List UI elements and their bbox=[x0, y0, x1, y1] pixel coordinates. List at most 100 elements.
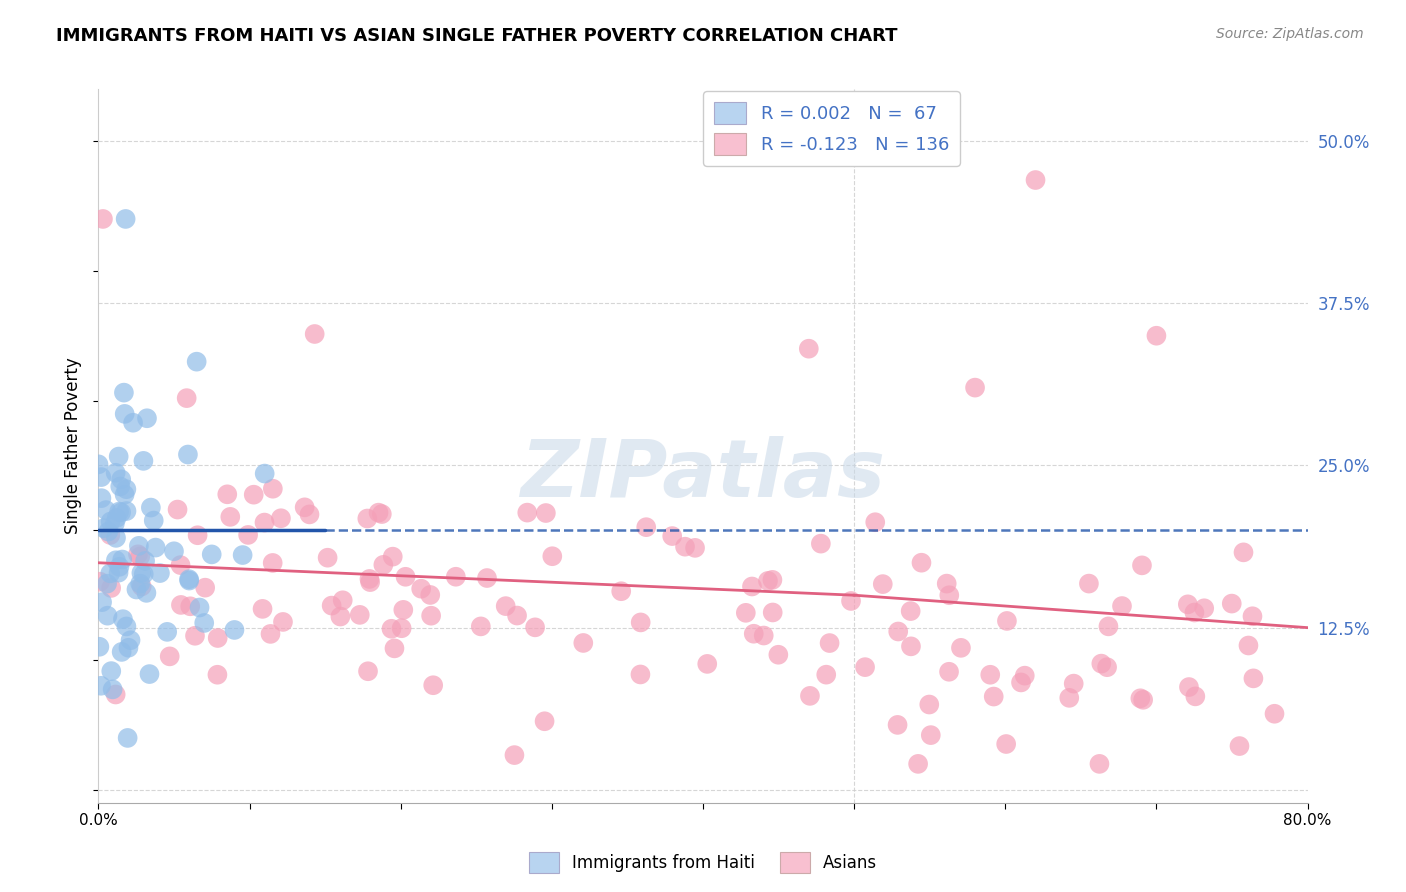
Point bbox=[87, 458, 110, 472]
Point bbox=[910, 556, 932, 570]
Point bbox=[115, 504, 138, 518]
Point bbox=[194, 581, 217, 595]
Point bbox=[139, 500, 162, 515]
Point bbox=[420, 608, 443, 623]
Point bbox=[193, 615, 215, 630]
Point bbox=[506, 608, 529, 623]
Point bbox=[853, 660, 876, 674]
Point bbox=[90, 679, 112, 693]
Point bbox=[253, 516, 276, 530]
Point bbox=[349, 607, 371, 622]
Point bbox=[90, 491, 112, 505]
Point bbox=[839, 594, 862, 608]
Point bbox=[394, 570, 416, 584]
Point bbox=[177, 448, 200, 462]
Point bbox=[380, 622, 402, 636]
Point bbox=[886, 718, 908, 732]
Point bbox=[1111, 599, 1133, 613]
Point bbox=[298, 508, 321, 522]
Point bbox=[384, 641, 406, 656]
Point bbox=[271, 615, 294, 629]
Legend: R = 0.002   N =  67, R = -0.123   N = 136: R = 0.002 N = 67, R = -0.123 N = 136 bbox=[703, 91, 960, 166]
Point bbox=[108, 559, 131, 574]
Point bbox=[541, 549, 564, 564]
Point bbox=[93, 521, 115, 535]
Point bbox=[1192, 601, 1215, 615]
Point bbox=[100, 581, 122, 595]
Point bbox=[1178, 680, 1201, 694]
Point bbox=[381, 549, 404, 564]
Point bbox=[572, 636, 595, 650]
Point bbox=[100, 664, 122, 678]
Point bbox=[1024, 173, 1046, 187]
Point bbox=[863, 515, 886, 529]
Point bbox=[392, 603, 415, 617]
Point bbox=[329, 609, 352, 624]
Point bbox=[768, 648, 790, 662]
Point bbox=[935, 576, 957, 591]
Point bbox=[98, 528, 121, 542]
Point bbox=[219, 509, 242, 524]
Point bbox=[815, 667, 838, 681]
Point bbox=[136, 411, 159, 425]
Point bbox=[207, 667, 229, 681]
Point bbox=[188, 600, 211, 615]
Point bbox=[673, 540, 696, 554]
Point bbox=[104, 688, 127, 702]
Point bbox=[90, 470, 112, 484]
Point bbox=[129, 549, 152, 564]
Point bbox=[799, 689, 821, 703]
Point bbox=[495, 599, 517, 614]
Point bbox=[101, 682, 124, 697]
Point bbox=[1241, 609, 1264, 624]
Point bbox=[979, 667, 1001, 681]
Point bbox=[252, 602, 274, 616]
Point bbox=[983, 690, 1005, 704]
Text: Source: ZipAtlas.com: Source: ZipAtlas.com bbox=[1216, 27, 1364, 41]
Point bbox=[159, 649, 181, 664]
Point bbox=[1097, 619, 1119, 633]
Point bbox=[105, 531, 128, 545]
Point bbox=[111, 645, 134, 659]
Point bbox=[761, 573, 783, 587]
Point bbox=[1063, 676, 1085, 690]
Point bbox=[503, 748, 526, 763]
Point bbox=[96, 608, 118, 623]
Y-axis label: Single Father Poverty: Single Father Poverty bbox=[65, 358, 83, 534]
Point bbox=[111, 552, 134, 566]
Point bbox=[94, 503, 117, 517]
Point bbox=[108, 505, 131, 519]
Point bbox=[117, 640, 139, 655]
Point bbox=[636, 520, 658, 534]
Point bbox=[1077, 576, 1099, 591]
Point bbox=[411, 582, 433, 596]
Point bbox=[104, 466, 127, 480]
Point bbox=[470, 619, 492, 633]
Point bbox=[304, 326, 326, 341]
Point bbox=[1014, 668, 1036, 682]
Point bbox=[115, 482, 138, 496]
Point bbox=[630, 615, 652, 630]
Point bbox=[135, 586, 157, 600]
Point bbox=[1010, 675, 1032, 690]
Point bbox=[316, 550, 339, 565]
Point bbox=[1130, 558, 1153, 573]
Point bbox=[1241, 671, 1264, 685]
Point bbox=[179, 599, 201, 614]
Point bbox=[91, 211, 114, 226]
Point bbox=[900, 604, 922, 618]
Point bbox=[117, 731, 139, 745]
Point bbox=[1132, 693, 1154, 707]
Point bbox=[170, 598, 193, 612]
Point bbox=[156, 624, 179, 639]
Point bbox=[232, 548, 254, 562]
Point bbox=[149, 566, 172, 580]
Point bbox=[630, 667, 652, 681]
Point bbox=[1232, 545, 1254, 559]
Point bbox=[115, 619, 138, 633]
Point bbox=[179, 574, 201, 588]
Point bbox=[965, 381, 987, 395]
Point bbox=[762, 606, 785, 620]
Point bbox=[201, 548, 224, 562]
Point bbox=[524, 620, 547, 634]
